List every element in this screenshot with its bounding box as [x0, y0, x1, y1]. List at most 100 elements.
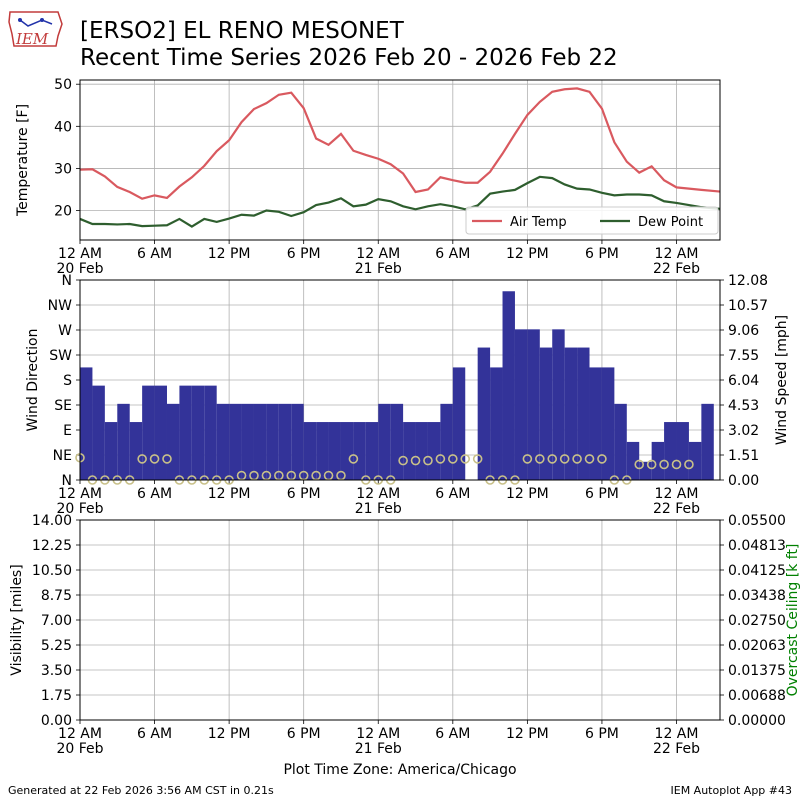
- wind-speed-bar: [514, 329, 528, 480]
- wind-speed-bar: [701, 403, 714, 480]
- y-tick-label: 40: [54, 119, 72, 135]
- wind-direction-marker: [348, 454, 359, 464]
- wind-direction-marker: [584, 454, 595, 464]
- wind-direction-marker: [535, 454, 545, 464]
- wind-direction-marker: [460, 454, 471, 464]
- wind-speed-bar: [179, 385, 192, 480]
- x-tick-label: 6 PM: [585, 486, 619, 502]
- y-tick-label: 1.75: [41, 688, 72, 704]
- wind-speed-bar: [502, 291, 515, 480]
- wind-direction-marker: [162, 454, 172, 464]
- wind-speed-bar: [415, 422, 428, 480]
- y-tick-label: 7.00: [41, 613, 72, 629]
- wind-direction-marker: [522, 454, 533, 464]
- wind-speed-bar: [477, 347, 491, 480]
- x-tick-date-label: 21 Feb: [355, 501, 402, 517]
- chart-title-line2: Recent Time Series 2026 Feb 20 - 2026 Fe…: [80, 45, 618, 71]
- y-right-tick-label: 9.06: [728, 323, 759, 339]
- wind-speed-bar: [427, 422, 441, 480]
- x-tick-label: 12 PM: [506, 726, 549, 742]
- y-tick-label: N: [62, 273, 72, 289]
- wind-speed-bar: [403, 422, 416, 480]
- y-tick-label: E: [63, 423, 72, 439]
- x-tick-label: 12 AM: [655, 246, 699, 262]
- legend-label: Air Temp: [510, 215, 567, 230]
- y-right-tick-label: 10.57: [728, 298, 768, 314]
- y-right-tick-label: 0.00: [728, 473, 759, 489]
- wind-speed-bar: [577, 347, 590, 480]
- y-axis-label: Visibility [miles]: [9, 564, 25, 675]
- wind-speed-bar: [117, 403, 130, 480]
- x-tick-date-label: 21 Feb: [355, 261, 402, 277]
- wind-direction-marker: [137, 454, 147, 464]
- legend-box: [465, 206, 719, 235]
- y-tick-label: 10.50: [32, 563, 72, 579]
- x-tick-label: 6 PM: [287, 486, 321, 502]
- y-tick-label: 5.25: [41, 638, 72, 654]
- axes-frame: [79, 79, 721, 241]
- axes-frame: [79, 519, 721, 721]
- y-tick-label: NE: [53, 448, 72, 464]
- app-label: IEM Autoplot App #43: [670, 784, 793, 797]
- y-right-tick-label: 1.51: [728, 448, 759, 464]
- wind-speed-bar: [253, 403, 267, 480]
- y-tick-label: 30: [54, 161, 72, 177]
- wind-speed-bar: [440, 403, 453, 480]
- x-tick-label: 12 AM: [356, 486, 400, 502]
- wind-speed-bar: [204, 385, 217, 480]
- logo-text: IEM: [15, 30, 49, 48]
- wind-speed-bar: [266, 403, 279, 480]
- wind-speed-bar: [688, 441, 702, 480]
- wind-speed-bar: [291, 403, 304, 480]
- y-right-tick-label: 0.00000: [728, 713, 786, 729]
- wind-direction-marker: [547, 454, 558, 464]
- x-tick-label: 6 PM: [585, 726, 619, 742]
- y-right-axis-label: Overcast Ceiling [k ft]: [785, 544, 800, 697]
- wind-speed-bar: [104, 422, 118, 480]
- wind-speed-bar: [92, 385, 105, 480]
- wind-speed-bar: [589, 367, 602, 480]
- x-tick-label: 6 PM: [287, 726, 321, 742]
- wind-direction-marker: [684, 459, 694, 470]
- x-tick-label: 12 PM: [506, 486, 549, 502]
- wind-speed-bar: [166, 403, 180, 480]
- x-tick-date-label: 20 Feb: [56, 501, 103, 517]
- wind-speed-bar: [241, 403, 254, 480]
- y-tick-label: 14.00: [32, 513, 72, 529]
- x-tick-label: 6 PM: [287, 246, 321, 262]
- x-tick-label: 6 AM: [435, 246, 470, 262]
- series-line-air-temp: [79, 87, 721, 200]
- x-tick-label: 6 AM: [137, 726, 172, 742]
- wind-direction-marker: [572, 454, 582, 464]
- y-tick-label: S: [63, 373, 72, 389]
- generated-timestamp: Generated at 22 Feb 2026 3:56 AM CST in …: [8, 784, 274, 797]
- wind-speed-bar: [614, 403, 627, 480]
- y-right-tick-label: 0.02750: [728, 613, 786, 629]
- wind-speed-bar: [601, 367, 615, 480]
- y-right-tick-label: 3.02: [728, 423, 759, 439]
- wind-speed-bar: [378, 403, 391, 480]
- wind-speed-bar: [216, 403, 230, 480]
- y-right-tick-label: 0.05500: [728, 513, 786, 529]
- y-tick-label: W: [58, 323, 72, 339]
- x-tick-label: 12 AM: [655, 486, 699, 502]
- x-tick-label: 6 AM: [435, 726, 470, 742]
- plot-timezone-label: Plot Time Zone: America/Chicago: [283, 762, 517, 778]
- x-tick-date-label: 22 Feb: [653, 501, 700, 517]
- x-tick-label: 6 PM: [585, 246, 619, 262]
- x-tick-label: 12 AM: [356, 246, 400, 262]
- wind-direction-marker: [559, 454, 570, 464]
- y-right-tick-label: 4.53: [728, 398, 759, 414]
- x-tick-label: 12 AM: [58, 486, 102, 502]
- chart-title-line1: [ERSO2] EL RENO MESONET: [80, 18, 404, 44]
- wind-speed-bar: [340, 422, 354, 480]
- y-right-tick-label: 6.04: [728, 373, 759, 389]
- x-tick-label: 6 AM: [435, 486, 470, 502]
- wind-speed-bar: [142, 385, 155, 480]
- wind-speed-bar: [191, 385, 205, 480]
- wind-direction-marker: [149, 454, 160, 464]
- wind-speed-bar: [490, 367, 503, 480]
- wind-speed-bar: [552, 329, 565, 480]
- wind-direction-marker: [671, 459, 682, 470]
- x-tick-date-label: 20 Feb: [56, 741, 103, 757]
